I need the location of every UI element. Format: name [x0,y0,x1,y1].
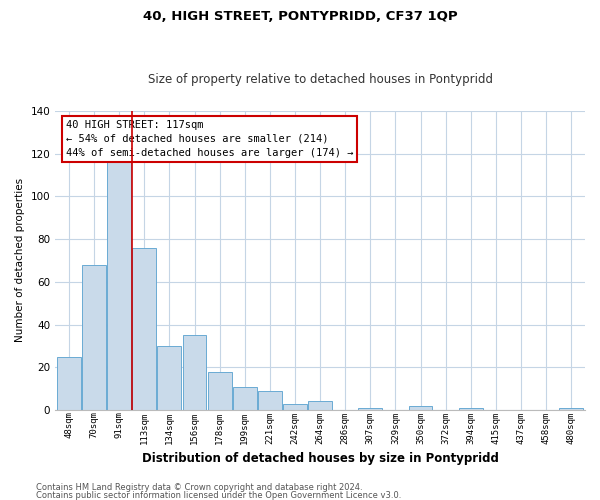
Bar [107,158,131,410]
Bar [258,391,282,410]
Bar [57,356,81,410]
Bar [358,408,382,410]
Bar [559,408,583,410]
Bar [133,248,156,410]
Bar [208,372,232,410]
Y-axis label: Number of detached properties: Number of detached properties [15,178,25,342]
Bar [409,406,433,410]
Bar [182,335,206,410]
Text: Contains public sector information licensed under the Open Government Licence v3: Contains public sector information licen… [36,491,401,500]
Bar [157,346,181,410]
Bar [283,404,307,410]
Title: Size of property relative to detached houses in Pontypridd: Size of property relative to detached ho… [148,73,493,86]
Bar [308,402,332,410]
Bar [459,408,482,410]
Text: Contains HM Land Registry data © Crown copyright and database right 2024.: Contains HM Land Registry data © Crown c… [36,484,362,492]
Text: 40 HIGH STREET: 117sqm
← 54% of detached houses are smaller (214)
44% of semi-de: 40 HIGH STREET: 117sqm ← 54% of detached… [66,120,353,158]
Bar [233,386,257,410]
Bar [82,264,106,410]
Text: 40, HIGH STREET, PONTYPRIDD, CF37 1QP: 40, HIGH STREET, PONTYPRIDD, CF37 1QP [143,10,457,23]
X-axis label: Distribution of detached houses by size in Pontypridd: Distribution of detached houses by size … [142,452,499,465]
